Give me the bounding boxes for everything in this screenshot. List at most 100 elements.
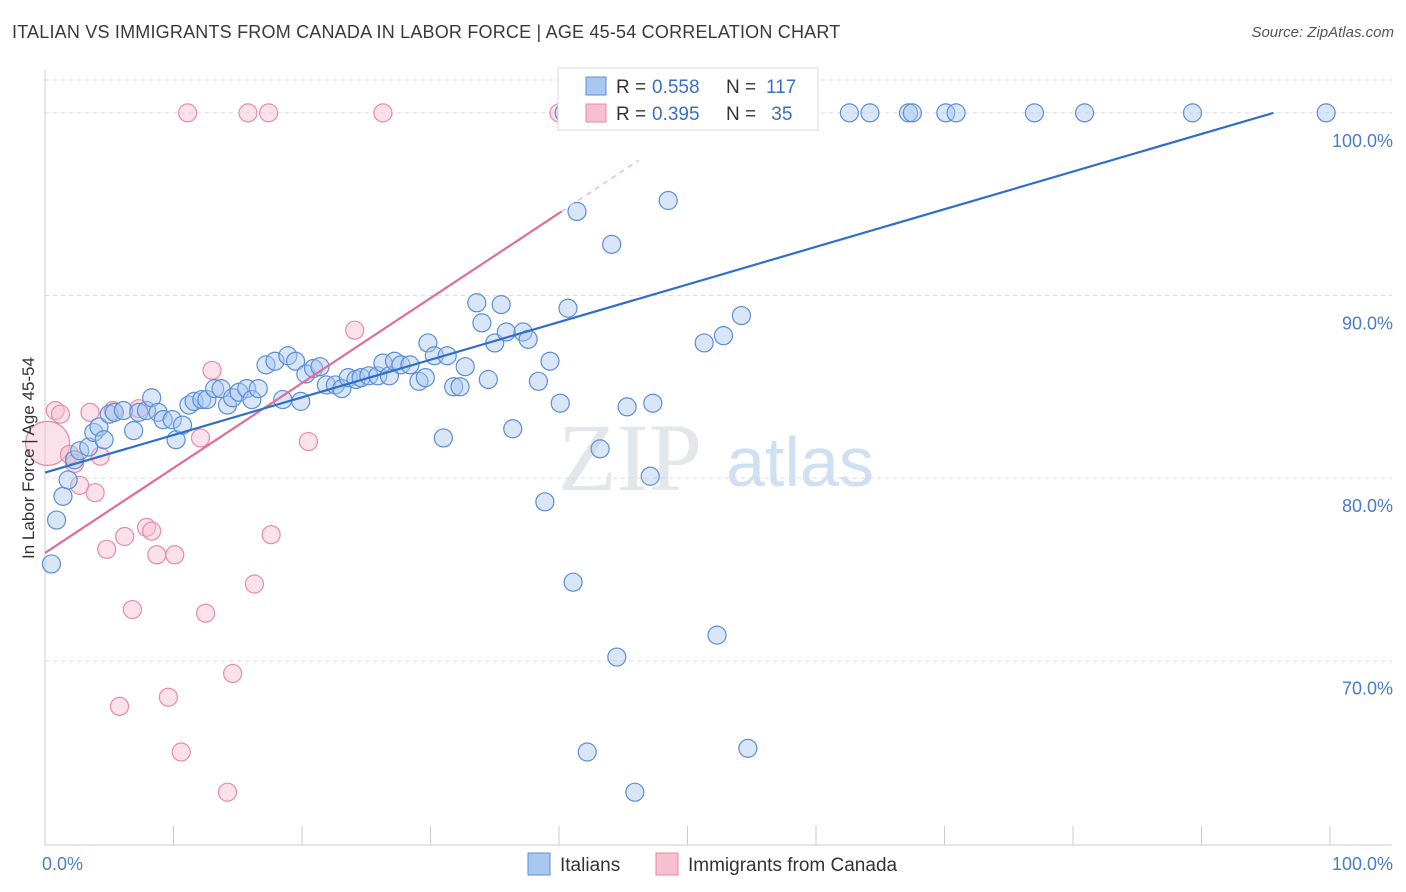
italians-point [902, 103, 922, 123]
italians-point [172, 415, 193, 435]
canada-point [70, 475, 90, 495]
italians-point [79, 437, 99, 457]
italians-point [1182, 103, 1203, 123]
italians-point [707, 625, 727, 645]
italians-point [738, 738, 758, 758]
italians-point [550, 393, 570, 413]
italians-point [528, 371, 549, 391]
italians-point [285, 351, 306, 371]
italians-point [467, 293, 487, 313]
legend-n-label-italians: N = [726, 77, 756, 98]
canada-point [50, 404, 71, 424]
italians-point [455, 357, 475, 377]
italians-point [46, 510, 67, 530]
italians-point [89, 417, 109, 437]
canada-point [136, 517, 157, 537]
italians-point [658, 190, 678, 211]
canada-point [373, 103, 393, 123]
gridlines [45, 79, 1392, 662]
canada-point [122, 599, 142, 620]
italians-point [625, 782, 645, 802]
y-tick-label: 90.0% [1342, 313, 1393, 333]
italians-point [860, 103, 880, 123]
italians-trend-line [44, 111, 1274, 474]
legend-swatch-canada [585, 103, 607, 123]
italians-point [53, 486, 73, 506]
series-legend: Italians Immigrants from Canada [527, 852, 898, 876]
italians-point [563, 572, 583, 592]
trend-lines [44, 111, 1274, 554]
italians-point [41, 554, 62, 574]
canada-point [142, 521, 162, 541]
canada-point [80, 402, 100, 422]
canada-point [223, 663, 243, 684]
italians-point [1316, 103, 1336, 123]
italians-point [590, 439, 610, 459]
italians-point [936, 103, 956, 123]
italians-point [192, 389, 212, 410]
canada-point [171, 742, 191, 762]
italians-point [129, 402, 149, 422]
italians-point [535, 492, 555, 512]
watermark-atlas: atlas [726, 423, 874, 501]
italians-point [58, 470, 78, 490]
italians-point [602, 234, 622, 254]
bottom-legend-swatch-italians [527, 852, 551, 876]
italians-point [409, 371, 429, 391]
canada-point [190, 428, 211, 448]
italians-point [415, 368, 435, 388]
canada-point [158, 687, 178, 707]
bottom-legend-canada: Immigrants from Canada [688, 855, 898, 876]
italians-point [124, 421, 144, 441]
canada-point [147, 545, 167, 565]
italians-point [503, 419, 523, 439]
italians-point [567, 201, 587, 222]
canada-point [165, 545, 185, 565]
italians-point [1074, 103, 1095, 123]
bottom-legend-italians: Italians [560, 855, 620, 876]
legend-r-value-italians: 0.558 [652, 77, 700, 98]
canada-point [85, 483, 105, 503]
canada-trend-line [44, 210, 563, 554]
italians-point [162, 410, 182, 430]
italians-point [558, 298, 578, 318]
italians-point [1024, 103, 1045, 123]
italians-point [84, 422, 104, 443]
canada-trend-extension [561, 159, 640, 213]
italians-point [113, 400, 133, 421]
italians-point [450, 377, 470, 397]
legend-r-label-italians: R = [616, 77, 646, 98]
italians-point [617, 397, 637, 417]
y-axis-label: In Labor Force | Age 45-54 [19, 357, 38, 559]
italians-point [310, 357, 330, 377]
canada-point [244, 574, 265, 594]
italians-point [694, 333, 714, 353]
source-label: Source: ZipAtlas.com [1251, 24, 1394, 41]
canada-point [261, 525, 281, 545]
canada-point [217, 782, 238, 802]
legend-r-value-canada: 0.395 [652, 104, 700, 125]
italians-point [491, 295, 511, 315]
italians-point [197, 389, 217, 410]
italians-point [713, 326, 734, 346]
canada-point [115, 526, 135, 547]
canada-point [45, 400, 65, 421]
y-tick-label: 100.0% [1332, 131, 1393, 151]
canada-point [202, 360, 222, 380]
italians-point [444, 377, 464, 397]
x-tick-label-min: 0.0% [42, 854, 83, 874]
canada-point [258, 103, 279, 123]
canada-point [345, 320, 365, 340]
watermark-zip: ZIP [558, 404, 702, 511]
canada-point [109, 696, 130, 716]
canada-point [59, 444, 80, 464]
italians-point [540, 351, 560, 371]
italians-point [946, 103, 966, 123]
legend-r-label-canada: R = [616, 104, 646, 125]
italians-point [607, 647, 627, 667]
italians-point [237, 379, 257, 399]
italians-point [242, 389, 262, 410]
legend-n-label-canada: N = [726, 104, 756, 125]
chart-title: ITALIAN VS IMMIGRANTS FROM CANADA IN LAB… [12, 22, 841, 42]
italians-point [643, 393, 663, 413]
